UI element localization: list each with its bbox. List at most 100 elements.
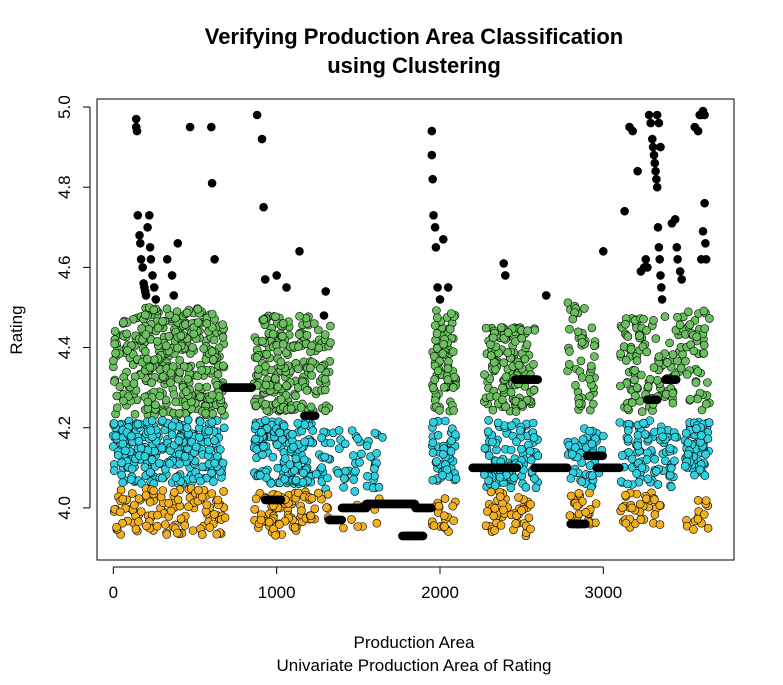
- data-point-orange: [164, 498, 173, 508]
- data-point-black: [282, 283, 291, 292]
- data-point-green: [616, 349, 625, 359]
- x-axis-label: Production Area: [354, 633, 476, 652]
- data-point-cyan: [273, 463, 283, 473]
- data-point-green: [273, 382, 283, 392]
- data-point-green: [448, 383, 458, 392]
- data-point-black: [433, 283, 442, 292]
- data-point-orange: [440, 522, 449, 531]
- data-point-orange: [490, 503, 500, 513]
- data-point-cyan: [643, 474, 653, 484]
- data-point-orange: [323, 489, 333, 499]
- data-point-orange: [495, 492, 505, 502]
- data-point-cyan: [666, 463, 676, 473]
- data-point-green: [294, 330, 304, 339]
- data-point-orange: [482, 507, 492, 516]
- data-point-green: [314, 343, 324, 353]
- data-point-cyan: [525, 446, 535, 456]
- data-point-orange: [621, 518, 631, 528]
- y-tick-label: 4.8: [55, 175, 74, 199]
- data-point-orange: [689, 525, 698, 534]
- y-axis-label: Rating: [7, 305, 26, 354]
- data-point-orange: [134, 517, 143, 527]
- data-point-orange: [197, 492, 207, 502]
- data-point-green: [701, 399, 711, 409]
- data-point-cyan: [577, 477, 587, 487]
- data-point-cyan: [506, 483, 516, 493]
- data-point-green: [141, 310, 150, 320]
- data-point-cyan: [255, 470, 265, 480]
- data-point-cyan: [692, 424, 701, 433]
- data-point-cyan: [704, 418, 714, 427]
- data-point-green: [207, 390, 217, 400]
- data-point-orange: [213, 495, 223, 505]
- data-point-green: [302, 330, 312, 340]
- data-point-green: [630, 375, 639, 385]
- data-point-cyan: [357, 449, 366, 459]
- data-point-black: [145, 243, 155, 252]
- data-point-cyan: [158, 416, 167, 425]
- data-point-orange: [524, 513, 534, 523]
- data-point-green: [498, 383, 507, 393]
- chart-subtitle: using Clustering: [327, 53, 501, 78]
- data-point-green: [498, 395, 507, 405]
- data-point-green: [705, 314, 714, 323]
- data-point-orange: [693, 514, 703, 524]
- data-point-cyan: [291, 475, 301, 485]
- data-point-green: [443, 364, 453, 373]
- data-point-green: [529, 385, 539, 395]
- data-point-green: [307, 371, 317, 380]
- data-point-orange: [118, 494, 128, 504]
- data-point-green: [699, 306, 709, 316]
- data-point-cyan: [680, 461, 690, 471]
- data-point-black: [701, 254, 711, 264]
- data-point-green: [443, 375, 453, 385]
- data-point-cyan: [334, 444, 344, 453]
- data-point-orange: [205, 523, 215, 532]
- data-point-black: [431, 243, 441, 252]
- data-point-cyan: [567, 449, 577, 459]
- x-axis: 0 1000 2000 3000: [109, 566, 622, 602]
- data-point-orange: [149, 486, 158, 496]
- data-point-green: [278, 319, 288, 328]
- data-point-orange: [440, 494, 450, 503]
- data-point-cyan: [512, 437, 521, 447]
- data-point-cyan: [209, 477, 218, 486]
- data-point-black: [693, 126, 703, 136]
- data-point-green: [649, 315, 658, 325]
- data-point-cyan: [683, 449, 693, 459]
- data-point-green: [158, 408, 168, 418]
- data-point-green: [295, 311, 304, 321]
- data-point-green: [176, 331, 186, 341]
- data-point-green: [439, 339, 448, 349]
- data-point-orange: [158, 486, 168, 495]
- data-point-green: [188, 343, 197, 352]
- data-point-cyan: [158, 473, 167, 483]
- data-point-green: [173, 343, 182, 353]
- y-tick-label: 4.4: [55, 336, 74, 360]
- data-point-cyan: [446, 446, 456, 456]
- data-point-orange: [170, 487, 179, 497]
- data-point-orange: [314, 488, 323, 498]
- data-point-green: [166, 368, 176, 378]
- data-point-green: [164, 331, 174, 341]
- data-point-cyan: [121, 446, 130, 456]
- data-point-black: [259, 202, 268, 212]
- data-point-green: [499, 358, 509, 368]
- data-point-green: [153, 323, 163, 333]
- data-point-black: [321, 287, 331, 296]
- data-point-green: [654, 352, 664, 362]
- data-point-cyan: [275, 428, 285, 438]
- data-point-cyan: [633, 441, 643, 450]
- data-point-green: [141, 347, 150, 356]
- data-point-black: [418, 531, 428, 541]
- data-point-green: [503, 348, 513, 357]
- data-point-black: [276, 495, 286, 505]
- data-point-green: [320, 330, 330, 339]
- data-point-orange: [130, 500, 139, 510]
- data-point-orange: [514, 493, 523, 502]
- data-point-green: [321, 406, 330, 416]
- data-point-green: [636, 370, 646, 380]
- data-point-green: [433, 366, 443, 376]
- data-point-green: [639, 314, 648, 324]
